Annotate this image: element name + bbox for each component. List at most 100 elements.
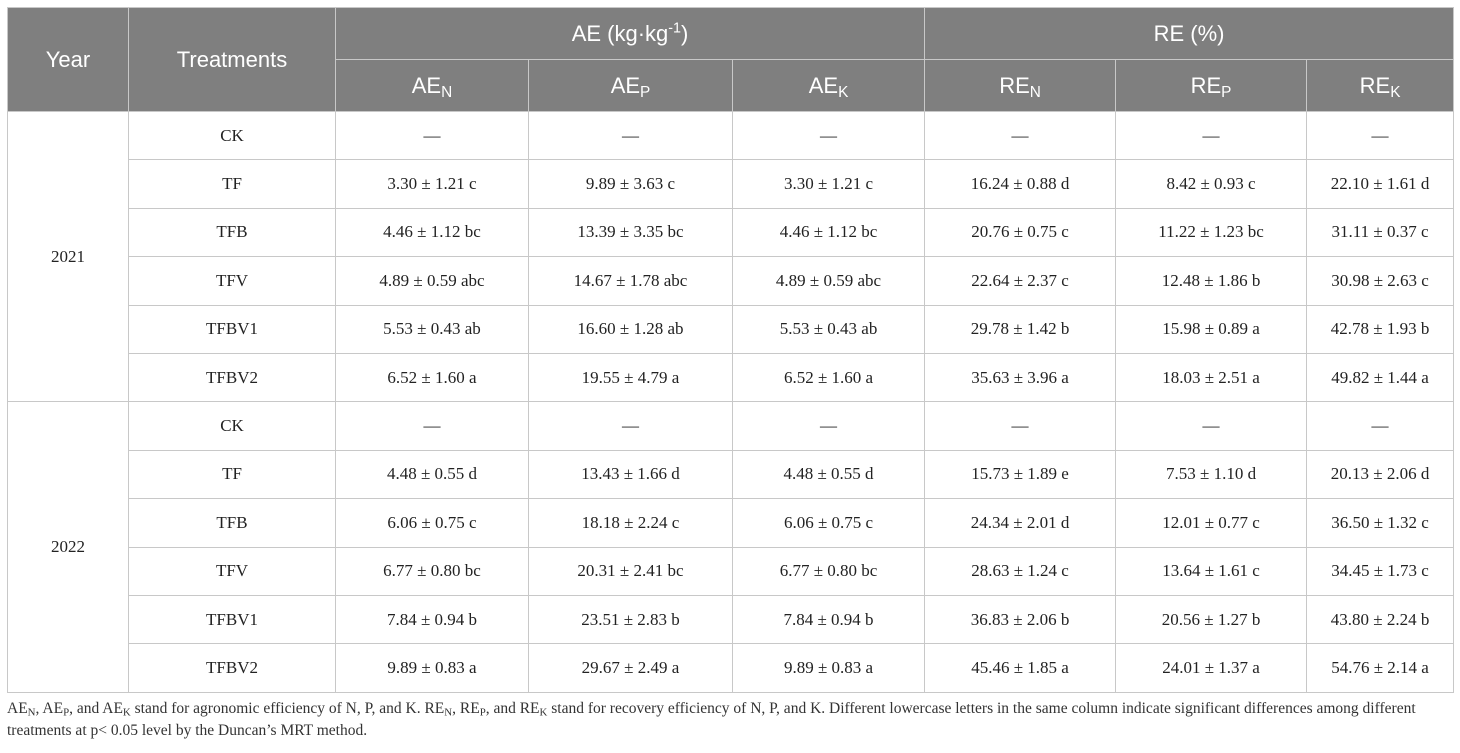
value-cell: 36.83 ± 2.06 b <box>924 594 1117 645</box>
value-cell: 45.46 ± 1.85 a <box>924 643 1117 693</box>
value-cell: — <box>528 401 733 451</box>
value-cell: 20.76 ± 0.75 c <box>924 207 1117 258</box>
value-cell: 4.89 ± 0.59 abc <box>731 256 926 306</box>
value-cell: 4.48 ± 0.55 d <box>335 449 529 500</box>
value-cell: 9.89 ± 3.63 c <box>528 159 733 209</box>
value-cell: 9.89 ± 0.83 a <box>731 643 926 693</box>
value-cell: 8.42 ± 0.93 c <box>1115 159 1308 209</box>
treatment-cell: TFBV1 <box>128 594 336 645</box>
value-cell: 20.56 ± 1.27 b <box>1115 594 1308 645</box>
table-header: Year Treatments AE (kg·kg-1) RE (%) AEN A… <box>7 7 1455 112</box>
table-container: Year Treatments AE (kg·kg-1) RE (%) AEN A… <box>7 7 1455 693</box>
value-cell: — <box>924 110 1117 161</box>
treatment-cell: TF <box>128 159 336 209</box>
treatment-cell: TFB <box>128 498 336 548</box>
value-cell: 13.43 ± 1.66 d <box>528 449 733 500</box>
value-cell: 29.67 ± 2.49 a <box>528 643 733 693</box>
value-cell: 28.63 ± 1.24 c <box>924 546 1117 596</box>
value-cell: — <box>1306 110 1455 161</box>
value-cell: — <box>731 401 926 451</box>
value-cell: — <box>335 110 529 161</box>
value-cell: 3.30 ± 1.21 c <box>335 159 529 209</box>
table-row: 2021 CK — — — — — — <box>7 110 1455 403</box>
value-cell: 15.98 ± 0.89 a <box>1115 304 1308 354</box>
table-row: TFV 4.89 ± 0.59 abc 14.67 ± 1.78 abc 4.89 ±… <box>8 256 1455 306</box>
treatment-cell: CK <box>128 401 336 451</box>
table-row: 2022 CK — — — — — — <box>7 401 1455 693</box>
value-cell: 5.53 ± 0.43 ab <box>731 304 926 354</box>
table-row: TFV 6.77 ± 0.80 bc 20.31 ± 2.41 bc 6.77 ± 0… <box>8 546 1455 596</box>
treatment-cell: TF <box>128 449 336 500</box>
value-cell: 15.73 ± 1.89 e <box>924 449 1117 500</box>
year-cell: 2022 <box>7 401 129 693</box>
value-cell: 31.11 ± 0.37 c <box>1306 207 1455 258</box>
value-cell: 4.46 ± 1.12 bc <box>731 207 926 258</box>
value-cell: 22.10 ± 1.61 d <box>1306 159 1455 209</box>
table-row: TF 4.48 ± 0.55 d 13.43 ± 1.66 d 4.48 ± 0.55… <box>8 449 1455 500</box>
value-cell: — <box>1115 110 1308 161</box>
sub-header-aep: AEP <box>528 59 733 112</box>
value-cell: 18.03 ± 2.51 a <box>1115 352 1308 403</box>
value-cell: 24.01 ± 1.37 a <box>1115 643 1308 693</box>
treatment-cell: TFV <box>128 546 336 596</box>
sub-header-rep: REP <box>1115 59 1308 112</box>
value-cell: — <box>528 110 733 161</box>
value-cell: 22.64 ± 2.37 c <box>924 256 1117 306</box>
table-row: TFB 4.46 ± 1.12 bc 13.39 ± 3.35 bc 4.46 ± 1… <box>8 207 1455 258</box>
table-row: TFBV2 6.52 ± 1.60 a 19.55 ± 4.79 a 6.52 ± 1… <box>8 352 1455 403</box>
treatment-cell: TFB <box>128 207 336 258</box>
value-cell: 20.13 ± 2.06 d <box>1306 449 1455 500</box>
table-row: TFBV1 5.53 ± 0.43 ab 16.60 ± 1.28 ab 5.53 ±… <box>8 304 1455 354</box>
re-group-header: RE (%) <box>924 7 1455 60</box>
value-cell: 36.50 ± 1.32 c <box>1306 498 1455 548</box>
value-cell: 5.53 ± 0.43 ab <box>335 304 529 354</box>
value-cell: 16.24 ± 0.88 d <box>924 159 1117 209</box>
value-cell: 24.34 ± 2.01 d <box>924 498 1117 548</box>
footnote-text: AEN, AEP, and AEK stand for agronomic ef… <box>7 700 1416 739</box>
value-cell: 6.06 ± 0.75 c <box>335 498 529 548</box>
value-cell: 19.55 ± 4.79 a <box>528 352 733 403</box>
value-cell: — <box>1115 401 1308 451</box>
treatment-cell: TFBV2 <box>128 352 336 403</box>
sub-header-aen: AEN <box>335 59 529 112</box>
value-cell: 43.80 ± 2.24 b <box>1306 594 1455 645</box>
value-cell: 35.63 ± 3.96 a <box>924 352 1117 403</box>
table-row: TFBV2 9.89 ± 0.83 a 29.67 ± 2.49 a 9.89 ± 0… <box>8 643 1455 693</box>
value-cell: 6.06 ± 0.75 c <box>731 498 926 548</box>
year-cell: 2021 <box>7 110 129 403</box>
value-cell: 13.39 ± 3.35 bc <box>528 207 733 258</box>
value-cell: 4.89 ± 0.59 abc <box>335 256 529 306</box>
value-cell: 6.52 ± 1.60 a <box>335 352 529 403</box>
table-row: TFBV1 7.84 ± 0.94 b 23.51 ± 2.83 b 7.84 ± 0… <box>8 594 1455 645</box>
value-cell: 6.77 ± 0.80 bc <box>335 546 529 596</box>
value-cell: 12.01 ± 0.77 c <box>1115 498 1308 548</box>
sub-header-rek: REK <box>1306 59 1455 112</box>
treatment-cell: TFV <box>128 256 336 306</box>
value-cell: 4.46 ± 1.12 bc <box>335 207 529 258</box>
table-body: 2021 CK — — — — — — TF 3.30 ± 1.21 c 9.89 ± 3.63 c… <box>7 110 1455 693</box>
value-cell: 4.48 ± 0.55 d <box>731 449 926 500</box>
value-cell: 11.22 ± 1.23 bc <box>1115 207 1308 258</box>
value-cell: 7.84 ± 0.94 b <box>335 594 529 645</box>
value-cell: — <box>335 401 529 451</box>
table-row: TF 3.30 ± 1.21 c 9.89 ± 3.63 c 3.30 ± 1.21 … <box>8 159 1455 209</box>
treatment-cell: TFBV1 <box>128 304 336 354</box>
value-cell: 7.84 ± 0.94 b <box>731 594 926 645</box>
value-cell: 54.76 ± 2.14 a <box>1306 643 1455 693</box>
efficiency-table: Year Treatments AE (kg·kg-1) RE (%) AEN A… <box>7 7 1455 693</box>
value-cell: 13.64 ± 1.61 c <box>1115 546 1308 596</box>
sub-header-row: AEN AEP AEK REN REP REK <box>8 59 1455 112</box>
ae-group-header: AE (kg·kg-1) <box>334 7 926 60</box>
value-cell: 18.18 ± 2.24 c <box>528 498 733 548</box>
value-cell: 14.67 ± 1.78 abc <box>528 256 733 306</box>
value-cell: 23.51 ± 2.83 b <box>528 594 733 645</box>
treatment-cell: CK <box>128 110 336 161</box>
value-cell: 7.53 ± 1.10 d <box>1115 449 1308 500</box>
value-cell: 3.30 ± 1.21 c <box>731 159 926 209</box>
treatments-header: Treatments <box>128 7 336 112</box>
treatment-cell: TFBV2 <box>128 643 336 693</box>
sub-header-aek: AEK <box>731 59 926 112</box>
value-cell: — <box>924 401 1117 451</box>
value-cell: 6.77 ± 0.80 bc <box>731 546 926 596</box>
value-cell: 16.60 ± 1.28 ab <box>528 304 733 354</box>
